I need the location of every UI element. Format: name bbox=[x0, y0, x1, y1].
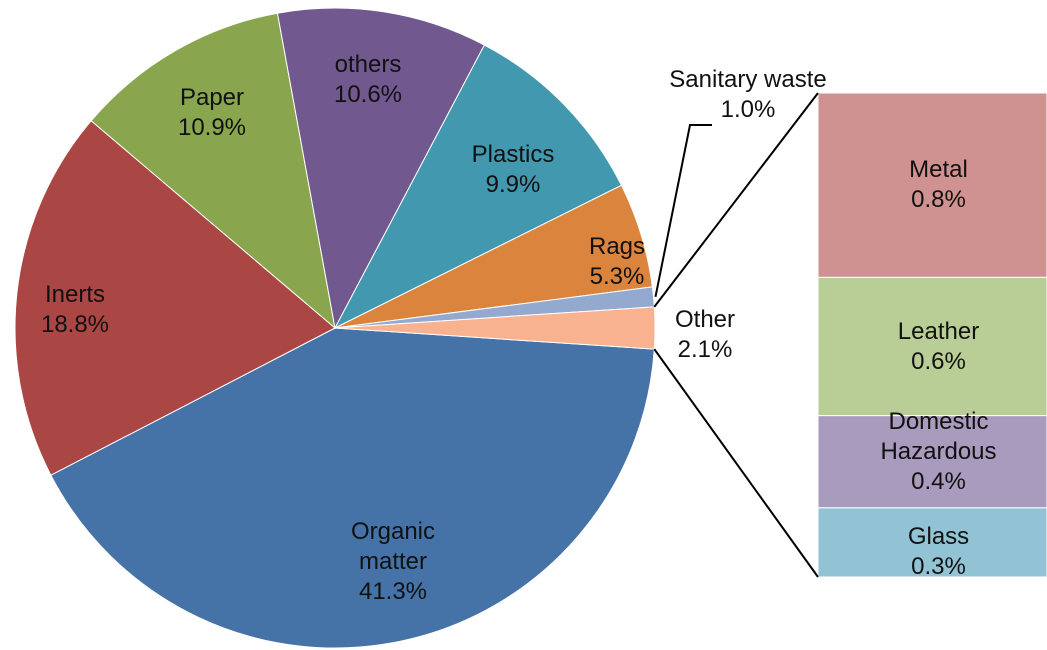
value-label: 0.6% bbox=[911, 347, 966, 375]
data-label: Rags 5.3% bbox=[589, 232, 645, 292]
pie-slice bbox=[14, 120, 336, 476]
category-label: Paper bbox=[179, 84, 245, 111]
data-label: Plastics 9.9% bbox=[472, 140, 555, 200]
pie-slice bbox=[90, 12, 336, 330]
category-label: Plastics bbox=[471, 141, 555, 168]
value-label: 2.1% bbox=[677, 336, 733, 363]
data-label: Sanitary waste 1.0% bbox=[669, 65, 826, 125]
data-label: Leather 0.6% bbox=[864, 317, 1014, 377]
leader-line bbox=[654, 124, 712, 298]
bar-segment bbox=[817, 507, 1047, 578]
data-label: Inerts 18.8% bbox=[41, 280, 109, 340]
data-label: others 10.6% bbox=[334, 50, 402, 110]
data-label: Paper 10.9% bbox=[178, 83, 246, 143]
pie-slice bbox=[333, 44, 623, 330]
data-label: Other 2.1% bbox=[675, 305, 735, 365]
value-label: 0.3% bbox=[911, 553, 966, 581]
data-label: Metal 0.8% bbox=[864, 155, 1014, 215]
value-label: 9.9% bbox=[485, 171, 541, 198]
value-label: 10.9% bbox=[177, 114, 247, 141]
data-label: Domestic Hazardous 0.4% bbox=[864, 407, 1014, 497]
data-label: Glass 0.3% bbox=[864, 522, 1014, 582]
category-label: Leather bbox=[897, 317, 980, 345]
category-label: Sanitary waste bbox=[669, 66, 827, 93]
connector-line bbox=[653, 92, 819, 308]
value-label: 10.6% bbox=[333, 81, 403, 108]
value-label: 0.4% bbox=[911, 467, 966, 495]
category-label: Glass bbox=[907, 523, 970, 551]
value-label: 1.0% bbox=[720, 96, 776, 123]
category-label: Other bbox=[674, 306, 736, 333]
pie-slice bbox=[334, 306, 656, 350]
value-label: 18.8% bbox=[40, 311, 110, 338]
category-label: Domestic Hazardous bbox=[880, 407, 997, 465]
pie-slice bbox=[276, 7, 486, 330]
data-label: Organic matter 41.3% bbox=[323, 517, 463, 607]
category-label: Organic matter bbox=[350, 518, 436, 575]
value-label: 5.3% bbox=[589, 263, 645, 290]
value-label: 41.3% bbox=[358, 578, 428, 605]
category-label: Metal bbox=[909, 156, 968, 184]
category-label: Inerts bbox=[44, 281, 106, 308]
pie-slice bbox=[50, 327, 655, 649]
bar-segment bbox=[817, 276, 1047, 417]
value-label: 0.8% bbox=[911, 186, 966, 214]
category-label: others bbox=[334, 51, 402, 78]
connector-line bbox=[653, 348, 819, 578]
bar-segment bbox=[817, 92, 1047, 278]
category-label: Rags bbox=[588, 233, 646, 260]
